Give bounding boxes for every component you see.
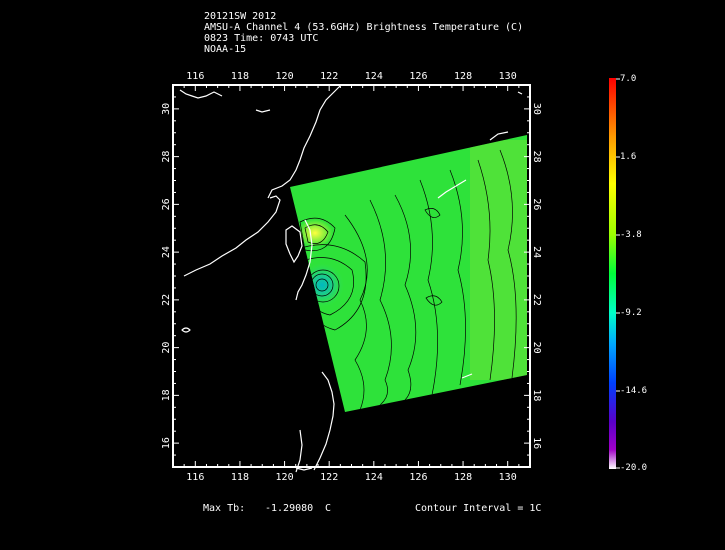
lon-tick-label-top: 124	[365, 71, 383, 82]
lon-tick-label-bottom: 130	[499, 472, 517, 483]
lon-tick-label-top: 130	[499, 71, 517, 82]
lat-tick-label-left: 20	[161, 342, 172, 354]
max-tb-value: -1.29080	[265, 503, 314, 514]
contour-interval: Contour Interval = 1C	[415, 503, 542, 514]
max-tb-unit: C	[325, 503, 332, 514]
lat-tick-label-right: 22	[531, 294, 542, 306]
colorbar-label-1: 1.6	[620, 152, 637, 162]
title-line-4: NOAA-15	[204, 44, 247, 55]
data-swath	[290, 135, 527, 412]
lon-tick-label-bottom: 116	[186, 472, 204, 483]
lon-tick-label-bottom: 118	[231, 472, 249, 483]
lat-tick-label-right: 20	[531, 342, 542, 354]
title-line-2: AMSU-A Channel 4 (53.6GHz) Brightness Te…	[204, 22, 524, 33]
max-tb-label: Max Tb:	[203, 503, 246, 514]
coastlines	[179, 85, 523, 473]
lat-tick-label-right: 24	[531, 246, 542, 258]
lon-tick-label-top: 126	[409, 71, 427, 82]
colorbar-label-2: -3.8	[620, 230, 642, 240]
lon-tick-label-bottom: 128	[454, 472, 472, 483]
title-line-3: 0823 Time: 0743 UTC	[204, 33, 319, 44]
colorbar-label-3: -9.2	[620, 308, 642, 318]
frame-ticks	[172, 84, 531, 468]
colorbar-label-5: -20.0	[620, 463, 648, 473]
lon-tick-label-top: 128	[454, 71, 472, 82]
lon-tick-label-top: 120	[276, 71, 294, 82]
lon-tick-label-bottom: 126	[409, 472, 427, 483]
lat-tick-label-left: 16	[161, 437, 172, 449]
lon-tick-label-bottom: 120	[276, 472, 294, 483]
colorbar-ticks	[616, 78, 620, 469]
lon-tick-label-top: 122	[320, 71, 338, 82]
lat-tick-label-right: 28	[531, 151, 542, 163]
lon-tick-label-bottom: 124	[365, 472, 383, 483]
lat-tick-label-right: 18	[531, 389, 542, 401]
lon-tick-label-top: 116	[186, 71, 204, 82]
title-line-1: 20121SW 2012	[204, 11, 277, 22]
lon-tick-label-top: 118	[231, 71, 249, 82]
lat-tick-label-right: 26	[531, 198, 542, 210]
lat-tick-label-left: 26	[161, 198, 172, 210]
colorbar-label-4: -14.6	[620, 386, 648, 396]
lat-tick-label-left: 18	[161, 389, 172, 401]
lat-tick-label-right: 16	[531, 437, 542, 449]
lat-tick-label-left: 22	[161, 294, 172, 306]
lat-tick-label-left: 30	[161, 103, 172, 115]
lat-tick-label-left: 28	[161, 151, 172, 163]
colorbar	[609, 78, 616, 469]
lon-tick-label-bottom: 122	[320, 472, 338, 483]
lat-tick-label-left: 24	[161, 246, 172, 258]
lat-tick-label-right: 30	[531, 103, 542, 115]
colorbar-label-0: 7.0	[620, 74, 637, 84]
